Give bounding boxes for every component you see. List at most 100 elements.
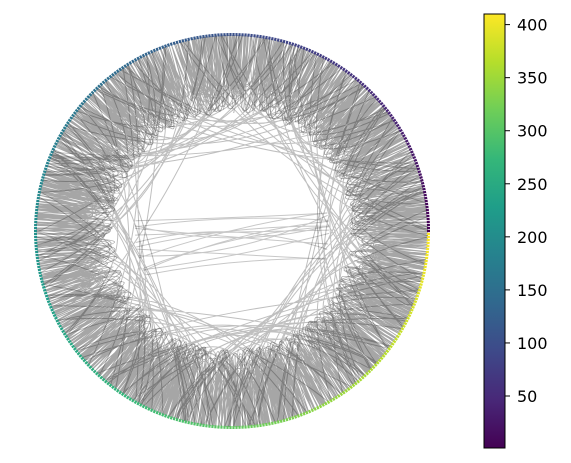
node-marker: [403, 136, 408, 141]
node-marker: [58, 134, 62, 138]
node-marker: [329, 398, 333, 403]
node-marker: [106, 381, 110, 386]
node-marker: [181, 419, 185, 423]
node-marker: [193, 36, 196, 40]
node-marker: [82, 99, 87, 104]
node-marker: [92, 369, 97, 374]
node-marker: [78, 104, 83, 108]
node-marker: [72, 111, 77, 115]
node-marker: [52, 313, 57, 318]
node-marker: [356, 78, 360, 83]
node-marker: [139, 403, 143, 407]
node-marker: [38, 271, 42, 275]
node-marker: [106, 76, 110, 81]
node-marker: [394, 121, 398, 125]
node-marker: [415, 164, 420, 168]
node-marker: [38, 187, 42, 191]
node-marker: [161, 45, 165, 49]
node-marker: [161, 413, 165, 417]
node-marker: [294, 43, 298, 47]
node-marker: [47, 155, 52, 160]
node-marker: [181, 39, 185, 43]
node-marker: [120, 65, 125, 70]
node-marker: [397, 126, 402, 130]
node-marker: [349, 72, 353, 77]
node-marker: [305, 47, 309, 52]
node-marker: [108, 383, 113, 388]
node-marker: [420, 280, 424, 284]
node-marker: [279, 419, 283, 423]
node-marker: [342, 390, 346, 395]
node-marker: [104, 379, 108, 384]
node-marker: [321, 403, 325, 407]
chord-link-arcs: [35, 34, 429, 428]
node-marker: [39, 181, 44, 185]
node-marker: [356, 379, 360, 384]
chord-link-cross: [134, 212, 330, 276]
node-marker: [424, 262, 428, 266]
node-marker: [108, 74, 113, 79]
node-marker: [43, 291, 48, 295]
node-marker: [66, 121, 70, 125]
node-marker: [411, 153, 415, 157]
node-marker: [342, 67, 346, 72]
node-marker: [373, 95, 378, 99]
node-marker: [414, 297, 419, 301]
node-marker: [40, 280, 44, 284]
node-marker: [78, 354, 83, 358]
node-marker: [67, 118, 72, 123]
node-marker: [37, 265, 41, 269]
node-marker: [288, 41, 292, 45]
node-marker: [42, 285, 46, 289]
node-marker: [412, 155, 417, 160]
node-marker: [49, 305, 53, 309]
node-marker: [400, 131, 405, 135]
node-marker: [423, 265, 427, 269]
node-marker: [354, 381, 358, 386]
node-marker: [36, 262, 40, 266]
node-marker: [72, 347, 77, 351]
node-marker: [420, 178, 424, 182]
node-marker: [383, 351, 388, 356]
colorbar-frame: [483, 13, 506, 449]
node-marker: [84, 361, 89, 365]
node-marker: [55, 319, 60, 323]
colorbar-tick-label: 300: [517, 122, 548, 141]
node-marker: [38, 274, 43, 278]
node-marker: [385, 108, 390, 113]
node-marker: [88, 92, 93, 97]
node-marker: [125, 62, 130, 67]
node-marker: [61, 329, 65, 334]
node-marker: [424, 196, 428, 200]
node-marker: [337, 394, 341, 398]
node-marker: [296, 44, 300, 48]
node-marker: [190, 421, 194, 426]
node-marker: [358, 80, 363, 85]
node-marker: [265, 422, 268, 427]
node-marker: [169, 416, 173, 420]
node-marker: [59, 131, 64, 135]
node-marker: [125, 395, 130, 400]
node-marker: [149, 49, 154, 54]
node-marker: [351, 383, 356, 388]
node-marker: [419, 283, 423, 286]
node-marker: [367, 369, 372, 374]
node-marker: [136, 401, 140, 406]
node-marker: [45, 161, 50, 165]
node-marker: [414, 161, 419, 165]
node-marker: [118, 67, 122, 72]
chord-links: [35, 34, 429, 428]
node-marker: [276, 38, 280, 42]
node-marker: [331, 61, 336, 65]
node-marker: [365, 86, 369, 91]
node-marker: [67, 339, 72, 344]
node-marker: [36, 196, 40, 200]
node-marker: [354, 76, 358, 81]
node-marker: [133, 57, 138, 62]
node-marker: [104, 78, 108, 83]
node-marker: [196, 35, 199, 40]
node-marker: [123, 394, 127, 398]
node-marker: [326, 400, 331, 405]
node-marker: [147, 51, 151, 55]
node-marker: [166, 43, 170, 47]
